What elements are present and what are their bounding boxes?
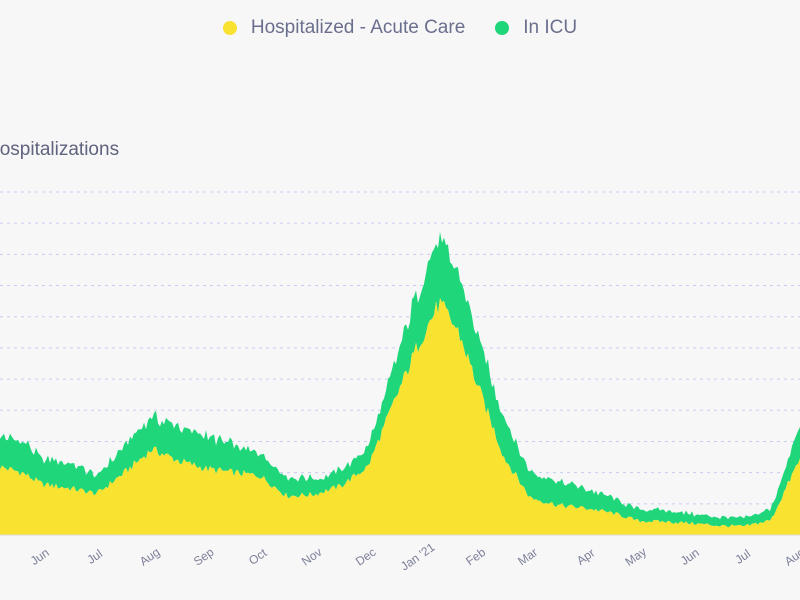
x-tick-label: Jun <box>28 545 52 568</box>
x-tick-label: Jul <box>732 547 753 567</box>
x-tick-label: Aug <box>137 545 163 569</box>
legend-label-acute-care: Hospitalized - Acute Care <box>250 17 466 38</box>
legend-dot-acute-care <box>222 21 237 35</box>
x-tick-label: Apr <box>574 546 597 568</box>
legend-dot-icu <box>495 21 510 35</box>
x-tick-label: Dec <box>353 545 379 569</box>
x-tick-label: May <box>622 544 649 568</box>
series-area-in-icu <box>0 231 800 528</box>
x-tick-label: Jun <box>678 545 702 568</box>
x-tick-label: Aug <box>782 545 800 569</box>
x-tick-label: Jan '21 <box>398 540 438 574</box>
x-tick-label: Feb <box>463 545 488 569</box>
x-tick-label: Nov <box>299 545 325 569</box>
legend-item-icu[interactable]: In ICU <box>495 17 577 39</box>
y-axis-title: Hospitalizations <box>0 139 120 160</box>
legend-item-acute-care[interactable]: Hospitalized - Acute Care <box>222 17 466 39</box>
series-area-hospitalized-acute-care <box>0 298 800 535</box>
legend-label-icu: In ICU <box>523 17 578 38</box>
x-tick-label: Sep <box>191 545 217 569</box>
x-tick-label: Mar <box>515 545 540 568</box>
x-tick-label: Oct <box>246 545 270 568</box>
x-tick-label: Jul <box>84 547 105 567</box>
legend: Hospitalized - Acute Care In ICU <box>0 14 800 42</box>
